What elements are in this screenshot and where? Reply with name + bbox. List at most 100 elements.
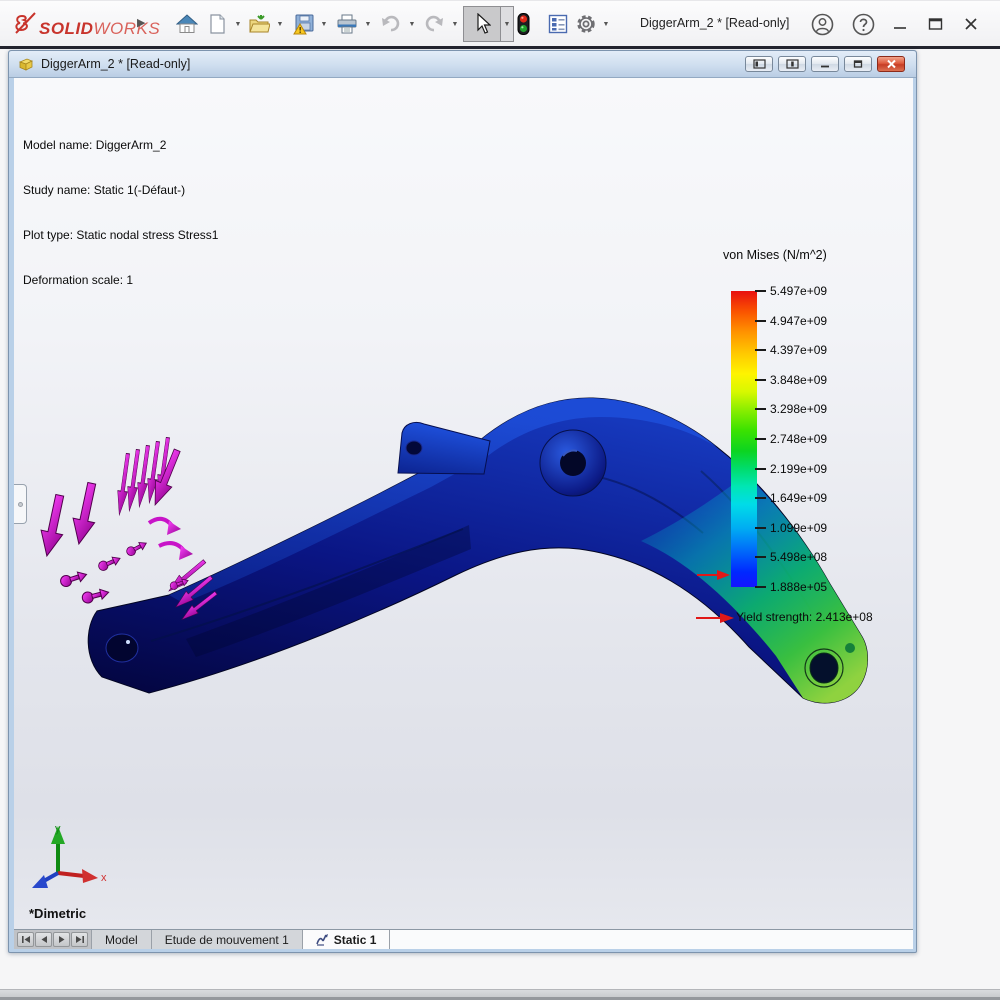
new-document-button[interactable] (202, 8, 232, 40)
plot-info-scale: Deformation scale: 1 (23, 273, 134, 287)
doc-restore-icon (853, 60, 863, 68)
tick-mark (755, 467, 766, 470)
legend-value: 1.649e+09 (770, 491, 828, 506)
close-button[interactable] (959, 12, 983, 36)
new-document-caret[interactable]: ▼ (234, 20, 242, 28)
document-titlebar[interactable]: DiggerArm_2 * [Read-only] (9, 51, 916, 78)
save-button[interactable] (288, 8, 318, 40)
force-arrows (35, 436, 220, 624)
simulation-study-icon (316, 933, 329, 946)
dassault-3ds-logo-icon (15, 12, 36, 34)
study-tab-bar: Model Etude de mouvement 1 Static 1 (14, 929, 913, 949)
view-orientation-label: *Dimetric (29, 906, 87, 921)
panel-splitter-handle[interactable] (14, 484, 27, 524)
yield-strength-label: Yield strength: 2.413e+08 (736, 610, 873, 624)
logo-text-solid: SOLID (39, 19, 94, 38)
open-button[interactable] (244, 8, 274, 40)
logo-text-works: WORKS (93, 19, 161, 38)
close-icon (965, 18, 977, 30)
tab-motion-study-label: Etude de mouvement 1 (164, 932, 289, 947)
toolbar-divider (0, 46, 1000, 49)
doc-minimize-button[interactable] (811, 56, 839, 72)
user-account-icon (811, 13, 833, 35)
traffic-light-icon (517, 13, 529, 35)
legend-value: 5.497e+09 (770, 284, 828, 298)
help-button[interactable] (851, 12, 875, 36)
prev-tab-icon (41, 936, 47, 943)
document-window-controls (745, 56, 905, 72)
tab-scroll-prev-button[interactable] (35, 932, 52, 947)
model-digger-arm[interactable] (14, 78, 913, 929)
orientation-triad-icon: y x (32, 823, 107, 888)
next-tab-icon (58, 936, 64, 943)
doc-close-button[interactable] (877, 56, 905, 72)
legend-tick: 1.099e+09 (755, 521, 827, 535)
select-tool-button[interactable] (463, 6, 501, 42)
redo-caret[interactable]: ▼ (451, 20, 459, 28)
maximize-button[interactable] (923, 12, 947, 36)
print-icon (337, 14, 357, 34)
first-tab-icon (21, 936, 30, 943)
legend-value: 4.397e+09 (770, 343, 828, 358)
tick-mark (755, 408, 766, 411)
open-folder-icon (249, 15, 270, 33)
tab-bar-empty-area (390, 930, 913, 949)
legend-tick: 1.649e+09 (755, 491, 827, 505)
plot-info-model: Model name: DiggerArm_2 (23, 138, 167, 152)
tab-static-1[interactable]: Static 1 (302, 930, 391, 949)
main-toolbar: SOLID WORKS ▶ ▼ ▼ ▼ (0, 0, 1000, 46)
tab-static-1-label: Static 1 (333, 932, 377, 947)
redo-button[interactable] (419, 8, 449, 40)
doc-minimize-icon (821, 65, 829, 68)
pane-right-icon (785, 59, 799, 69)
toolbar-flyout-arrow-icon[interactable]: ▶ (137, 17, 146, 29)
tab-model[interactable]: Model (92, 930, 152, 949)
doc-restore-button[interactable] (844, 56, 872, 72)
account-button[interactable] (810, 12, 834, 36)
legend-value: 3.298e+09 (770, 402, 828, 417)
legend-value: 1.888e+05 (770, 579, 828, 594)
viewport-canvas[interactable]: Model name: DiggerArm_2 Study name: Stat… (14, 78, 913, 929)
tab-scroll-buttons (14, 930, 92, 949)
tick-mark (755, 319, 766, 322)
properties-list-icon (548, 14, 568, 34)
legend-tick: 4.397e+09 (755, 343, 827, 357)
rebuild-indicator-button[interactable] (511, 8, 535, 40)
tick-mark (755, 290, 766, 292)
properties-button[interactable] (546, 8, 570, 40)
select-tool-caret[interactable]: ▼ (501, 6, 514, 42)
tab-scroll-last-button[interactable] (71, 932, 88, 947)
options-caret[interactable]: ▼ (602, 20, 610, 28)
tick-mark (755, 585, 766, 588)
home-icon (176, 14, 198, 33)
window-bottom-edge (0, 997, 1000, 1000)
open-caret[interactable]: ▼ (276, 20, 284, 28)
tab-scroll-next-button[interactable] (53, 932, 70, 947)
help-icon (852, 13, 874, 35)
options-button[interactable] (574, 8, 598, 40)
undo-icon (382, 15, 400, 32)
new-document-icon (210, 14, 225, 34)
minimize-button[interactable] (888, 12, 912, 36)
undo-button[interactable] (376, 8, 406, 40)
digger-arm-body[interactable] (87, 397, 868, 704)
doc-pane-left-button[interactable] (745, 56, 773, 72)
plot-info-type: Plot type: Static nodal stress Stress1 (23, 228, 219, 242)
doc-pane-right-button[interactable] (778, 56, 806, 72)
document-title: DiggerArm_2 * [Read-only] (41, 57, 191, 71)
home-button[interactable] (172, 8, 202, 40)
print-caret[interactable]: ▼ (364, 20, 372, 28)
save-caret[interactable]: ▼ (320, 20, 328, 28)
legend-tick: 3.848e+09 (755, 373, 827, 387)
print-button[interactable] (332, 8, 362, 40)
tick-mark (755, 556, 766, 559)
part-document-icon (18, 58, 33, 71)
triad-y-label: y (55, 823, 61, 835)
tab-scroll-first-button[interactable] (17, 932, 34, 947)
tab-model-label: Model (105, 932, 138, 947)
tab-motion-study[interactable]: Etude de mouvement 1 (151, 930, 303, 949)
undo-caret[interactable]: ▼ (408, 20, 416, 28)
legend-tick: 1.888e+05 (755, 580, 827, 594)
gear-icon (577, 15, 595, 33)
tick-mark (755, 378, 766, 381)
